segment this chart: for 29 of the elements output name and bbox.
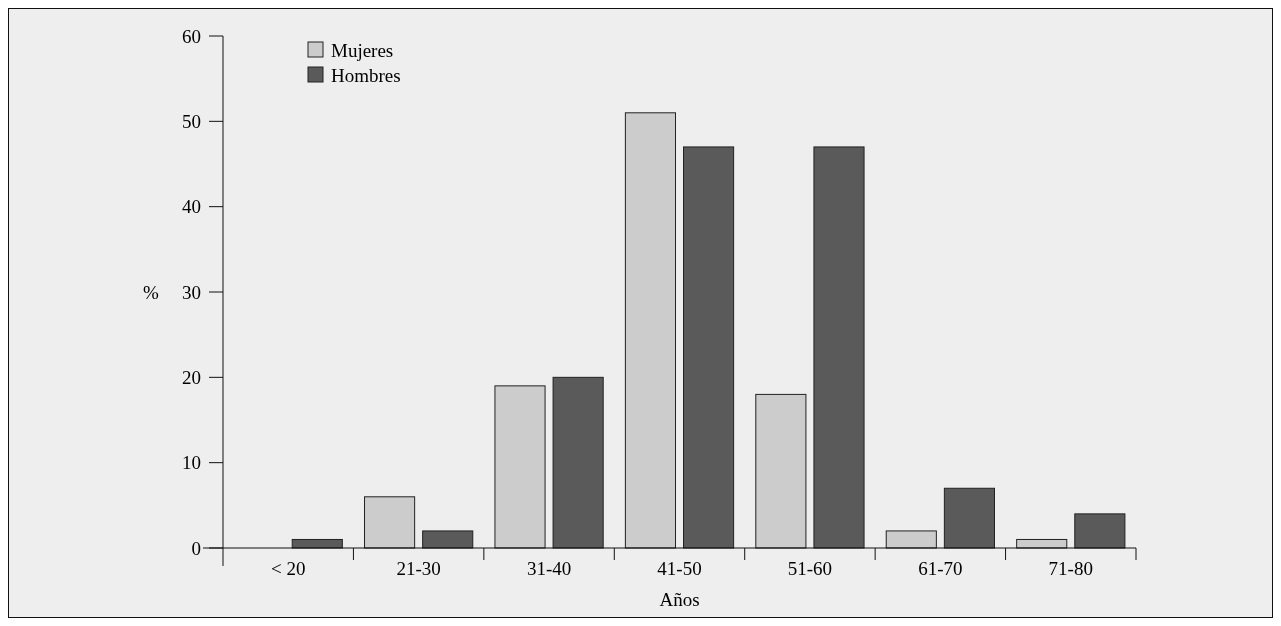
y-tick-label: 10 (182, 452, 201, 474)
bar (624, 112, 676, 549)
legend-label: Hombres (331, 64, 401, 86)
bar (364, 496, 416, 549)
bar (422, 530, 474, 549)
x-tick-label: 61-70 (918, 558, 963, 579)
y-tick-label: 30 (182, 281, 201, 303)
bar (683, 146, 735, 549)
bar (813, 146, 865, 549)
x-tick-label: 21-30 (396, 558, 441, 579)
x-tick-label: 31-40 (526, 558, 572, 579)
bar (885, 530, 937, 549)
y-tick-label: 40 (182, 196, 201, 218)
y-tick-label: 50 (182, 110, 201, 132)
bar (1074, 513, 1126, 549)
bar (755, 393, 807, 549)
x-tick-label: 51-60 (787, 558, 833, 579)
x-tick-label: < 20 (270, 558, 306, 579)
bar (494, 385, 546, 549)
y-axis-title: % (143, 281, 160, 303)
x-tick-label: 41-50 (657, 558, 702, 579)
y-tick-label: 60 (182, 25, 201, 47)
bar (943, 487, 995, 549)
x-tick-label: 71-80 (1048, 558, 1093, 579)
bar (552, 376, 604, 549)
y-tick-label: 0 (191, 537, 201, 559)
y-tick-label: 20 (182, 366, 201, 388)
legend-label: Mujeres (331, 39, 394, 61)
x-axis-title: Años (659, 589, 700, 610)
